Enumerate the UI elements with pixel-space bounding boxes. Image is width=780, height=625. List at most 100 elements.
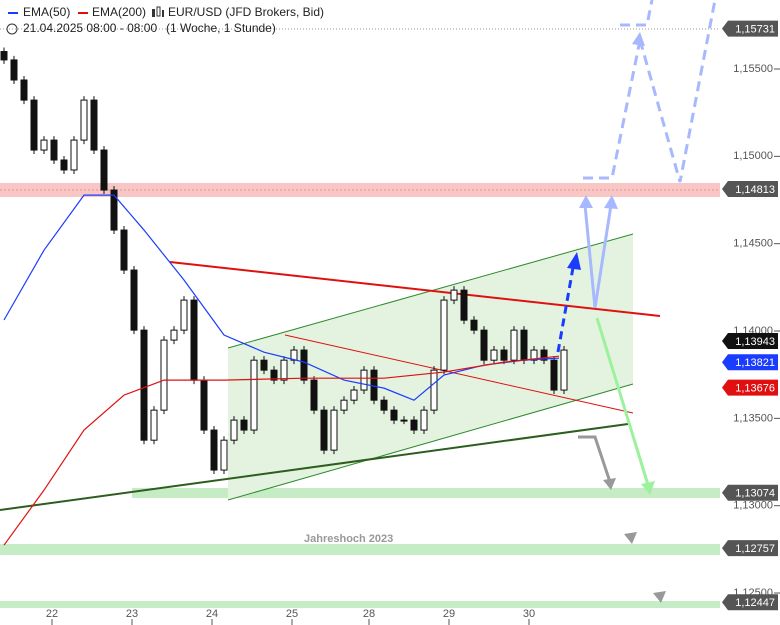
candle-body [440, 299, 448, 371]
y-tick-label: 1,14500 [733, 238, 773, 250]
candle-body [250, 359, 258, 431]
channel-line [227, 383, 634, 501]
candle-body [10, 59, 18, 81]
candle-body [50, 139, 58, 161]
support-band [132, 488, 720, 498]
candle-body [30, 99, 38, 151]
arrow [593, 204, 613, 309]
level-tag [722, 20, 778, 37]
candle-body [200, 379, 208, 431]
support-band [0, 544, 720, 555]
level-label: 1,13821 [735, 357, 775, 369]
x-tick-label: 28 [363, 608, 375, 620]
level-tag [722, 540, 778, 557]
ema-line [3, 355, 560, 546]
arrow [556, 261, 576, 353]
candle-body [160, 339, 168, 411]
support-band [0, 601, 720, 608]
candle-body [470, 319, 478, 331]
candle-body [150, 409, 158, 441]
candle-body [550, 359, 558, 391]
ema-line [3, 194, 560, 401]
candle-body [270, 369, 278, 381]
chart-title: EUR/USD (JFD Brokers, Bid) [168, 5, 324, 19]
candle-body [540, 349, 548, 361]
level-label: 1,13943 [735, 336, 775, 348]
trend-line [284, 334, 634, 414]
arrow-head [603, 478, 616, 490]
drawings [0, 0, 720, 608]
candle-body [520, 329, 528, 361]
x-tick-label: 25 [286, 608, 298, 620]
candle-body [90, 99, 98, 151]
candle-body [420, 409, 428, 431]
arrow-head [579, 195, 593, 208]
level-label: 1,15731 [735, 24, 775, 36]
x-tick-label: 24 [206, 608, 218, 620]
arrow [620, 0, 654, 27]
candle-body [510, 329, 518, 361]
level-label: 1,13676 [735, 383, 775, 395]
arrow-head [653, 591, 666, 603]
level-label: 1,14813 [735, 184, 775, 196]
clock-icon [6, 23, 18, 35]
annotation: Jahreshoch 2023 [304, 533, 393, 545]
arrow-head [641, 481, 655, 495]
candle-body [340, 399, 348, 411]
candle-body [260, 359, 268, 371]
x-tick-label: 30 [523, 608, 535, 620]
candle-body [350, 389, 358, 401]
candle-body [240, 419, 248, 431]
x-tick-label: 29 [443, 608, 455, 620]
candle-body [110, 189, 118, 231]
y-tick-label: 1,13000 [733, 500, 773, 512]
level-label: 1,12757 [735, 543, 775, 555]
arrow [578, 435, 612, 483]
level-tag [722, 594, 778, 611]
legend-label: EMA(50) [23, 5, 70, 19]
level-label: 1,13074 [735, 488, 775, 500]
candle-body [330, 409, 338, 451]
arrow [638, 0, 717, 183]
trend-line [169, 261, 661, 317]
candle-body [20, 79, 28, 101]
candle-body [500, 349, 508, 361]
candle-body [220, 439, 228, 471]
arrow [583, 39, 642, 180]
arrow-head [632, 32, 645, 46]
candle-body [460, 289, 468, 321]
arrow [583, 204, 597, 309]
candle-body [70, 139, 78, 171]
candle-body [190, 299, 198, 381]
arrow-head [604, 195, 618, 209]
candle-body [310, 379, 318, 411]
candle-body [80, 99, 88, 141]
level-tag [722, 181, 778, 198]
arrow-head [624, 532, 637, 544]
subtitle: 21.04.2025 08:00 - 08:00 [23, 21, 157, 35]
candle-body [60, 159, 68, 171]
candle-body [400, 419, 408, 422]
candle-body [280, 359, 288, 381]
candle-body [120, 229, 128, 271]
candle-body [140, 329, 148, 441]
level-tag [722, 484, 778, 501]
candle-body [560, 349, 568, 391]
level-label: 1,12447 [735, 597, 775, 609]
candle-body [390, 409, 398, 421]
candle-body [320, 409, 328, 451]
candle-body [130, 269, 138, 331]
level-tag [722, 379, 778, 396]
candle-body [480, 329, 488, 361]
candle-body [230, 419, 238, 441]
level-tag [722, 332, 778, 349]
candle-body [40, 139, 48, 151]
candle-body [450, 289, 458, 301]
candle-body [100, 149, 108, 191]
channel-fill [228, 234, 633, 500]
trend-line [0, 423, 629, 511]
candle-body [0, 51, 8, 61]
candle-body [180, 299, 188, 331]
x-tick-label: 23 [126, 608, 138, 620]
